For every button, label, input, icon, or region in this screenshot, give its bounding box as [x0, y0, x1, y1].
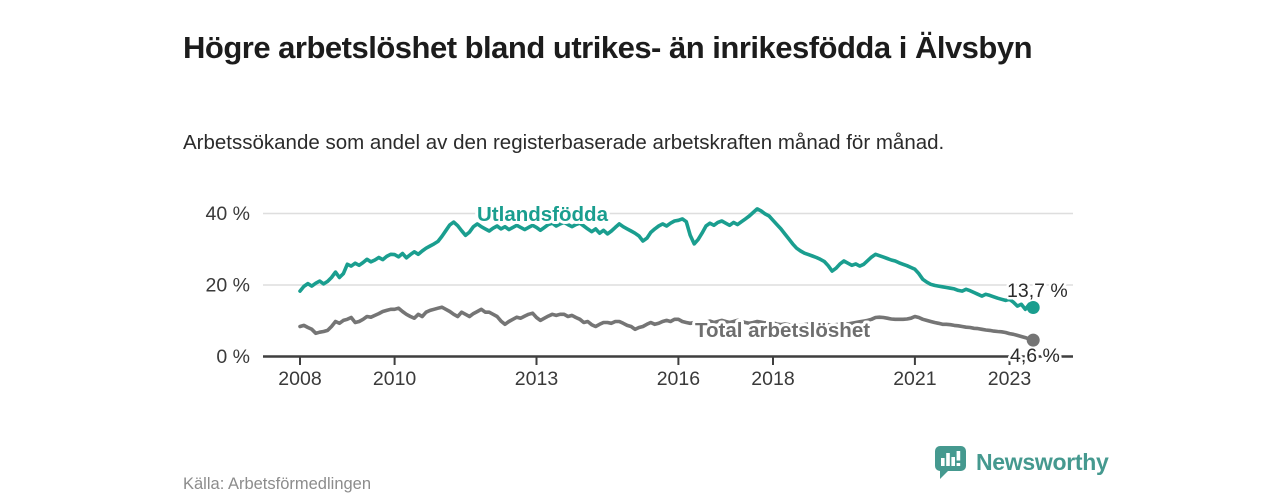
y-tick-label: 0 %: [216, 346, 250, 368]
x-tick-label: 2010: [373, 368, 417, 390]
newsworthy-brand-name: Newsworthy: [976, 449, 1109, 475]
newsworthy-chart-bubble-icon: [935, 446, 966, 479]
end-value-utlandsfodda: 13,7 %: [1007, 280, 1068, 302]
page-subtitle: Arbetssökande som andel av den registerb…: [183, 130, 945, 154]
unemployment-line-chart: 2008 2010 2013 2016 2018 2021 2023 0 % 20 % 40 %…: [205, 203, 1073, 390]
x-tick-label: 2018: [751, 368, 794, 390]
page-title: Högre arbetslöshet bland utrikes- än inr…: [183, 29, 1033, 65]
x-tick-labels: 2008 2010 2013 2016 2018 2021 2023: [278, 368, 1031, 390]
end-value-total-arbetsloshet: 4,6 %: [1010, 345, 1060, 367]
series-line-total-arbetsloshet: [298, 305, 1035, 342]
source-attribution: Källa: Arbetsförmedlingen: [183, 474, 372, 493]
y-tick-label: 40 %: [206, 203, 250, 225]
y-tick-label: 20 %: [206, 275, 250, 297]
x-tick-label: 2008: [278, 368, 321, 390]
series-end-dot-utlandsfodda: [1026, 301, 1040, 314]
x-tick-label: 2021: [893, 368, 936, 390]
y-axis-labels: 0 % 20 % 40 %: [206, 203, 250, 368]
series-line-utlandsfodda: [298, 207, 1035, 312]
infographic-page: { "header": { "title": "Högre arbetslösh…: [183, 29, 1109, 493]
series-end-dot-total-arbetsloshet: [1026, 333, 1040, 347]
x-tick-label: 2013: [515, 368, 558, 390]
newsworthy-logo[interactable]: Newsworthy: [933, 444, 1109, 481]
series-label-total-arbetsloshet: Total arbetslöshet: [695, 319, 870, 342]
x-tick-label: 2023: [988, 368, 1031, 390]
x-ticks: [299, 356, 1011, 365]
x-tick-label: 2016: [657, 368, 700, 390]
series-label-utlandsfodda: Utlandsfödda: [477, 203, 609, 226]
